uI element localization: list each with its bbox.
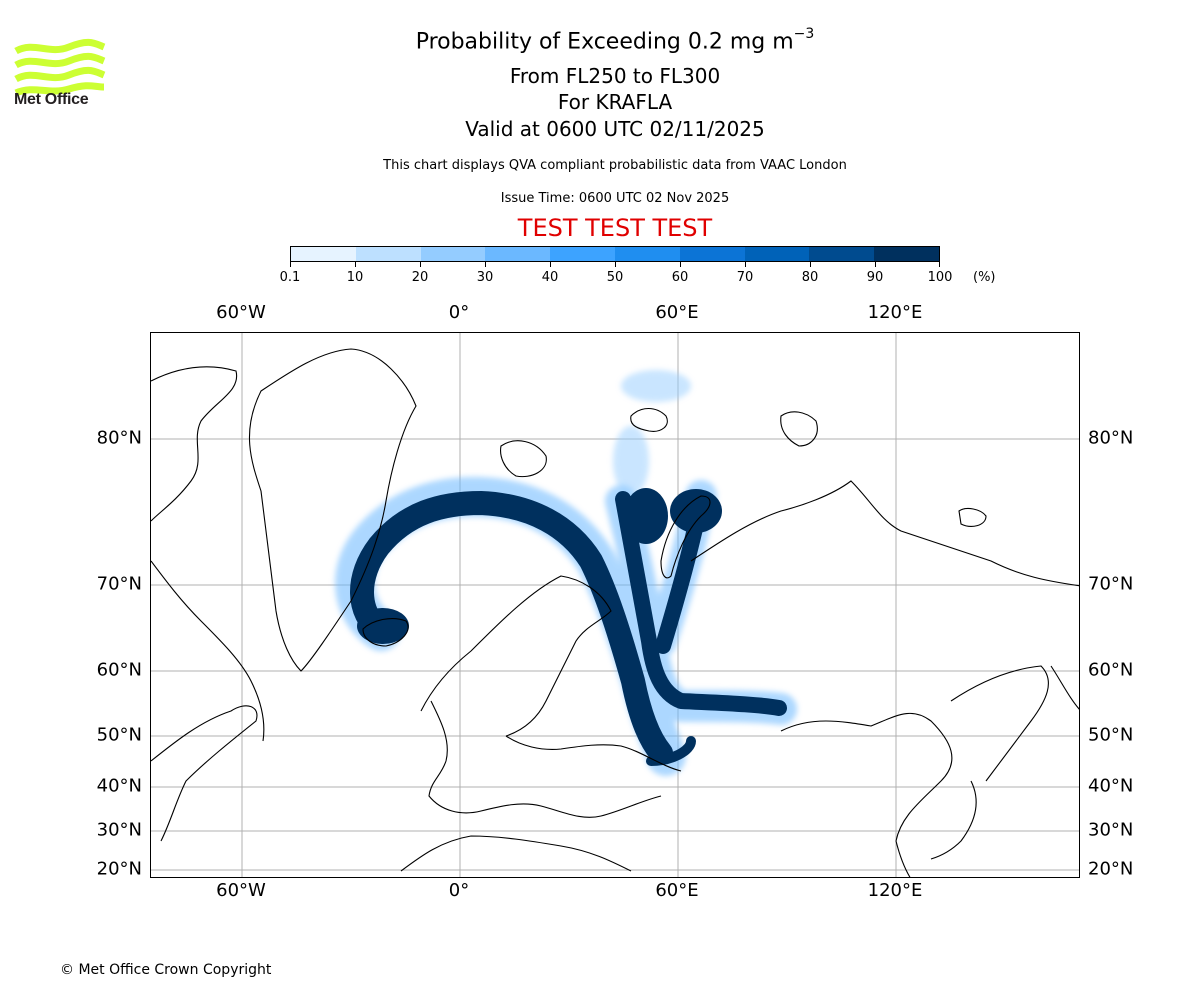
colorbar-tick-label: 70 bbox=[736, 270, 754, 285]
map-panel[interactable] bbox=[150, 332, 1080, 878]
colorbar-segment bbox=[291, 247, 356, 261]
colorbar-tick bbox=[810, 262, 811, 267]
latitude-label: 40°N bbox=[96, 775, 142, 797]
coastlines bbox=[151, 348, 1079, 877]
issue-time: Issue Time: 0600 UTC 02 Nov 2025 bbox=[500, 191, 730, 206]
latitude-label: 70°N bbox=[1088, 573, 1134, 595]
colorbar-tick bbox=[745, 262, 746, 267]
longitude-label: 60°W bbox=[216, 880, 266, 901]
colorbar-ticks bbox=[290, 262, 940, 268]
latitude-label: 60°N bbox=[1088, 659, 1134, 681]
colorbar-segment bbox=[550, 247, 615, 261]
logo-text: Met Office bbox=[14, 91, 89, 108]
latitude-label: 60°N bbox=[96, 659, 142, 681]
chart-description: This chart displays QVA compliant probab… bbox=[383, 158, 847, 173]
level-range: From FL250 to FL300 bbox=[509, 64, 721, 88]
colorbar-tick-label: 90 bbox=[866, 270, 884, 285]
colorbar-tick bbox=[420, 262, 421, 267]
latitude-label: 40°N bbox=[1088, 775, 1134, 797]
map-canvas bbox=[151, 333, 1079, 877]
longitude-label: 0° bbox=[448, 880, 470, 901]
colorbar-tick bbox=[485, 262, 486, 267]
colorbar-tick bbox=[550, 262, 551, 267]
copyright: © Met Office Crown Copyright bbox=[60, 962, 272, 978]
colorbar-tick-label: 40 bbox=[541, 270, 559, 285]
chart-title: Probability of Exceeding 0.2 mg m−3 bbox=[0, 26, 1200, 55]
colorbar-segment bbox=[485, 247, 551, 261]
latitude-label: 20°N bbox=[96, 858, 142, 880]
colorbar-tick bbox=[290, 262, 291, 267]
latitude-label: 30°N bbox=[96, 819, 142, 841]
colorbar-segment bbox=[420, 247, 486, 261]
longitude-label: 60°W bbox=[216, 302, 266, 323]
colorbar-tick-label: 20 bbox=[411, 270, 429, 285]
colorbar-tick bbox=[939, 262, 940, 267]
colorbar-tick-label: 0.1 bbox=[279, 270, 301, 285]
colorbar bbox=[290, 246, 940, 262]
colorbar-segment bbox=[355, 247, 421, 261]
colorbar-unit: (%) bbox=[973, 270, 996, 285]
colorbar-segment bbox=[679, 247, 745, 261]
colorbar-tick-label: 100 bbox=[927, 270, 953, 285]
latitude-label: 30°N bbox=[1088, 819, 1134, 841]
met-office-logo-icon bbox=[14, 38, 106, 97]
colorbar-tick bbox=[680, 262, 681, 267]
volcano-name: For KRAFLA bbox=[557, 90, 673, 114]
colorbar-segment bbox=[874, 247, 939, 261]
colorbar-segment bbox=[744, 247, 810, 261]
colorbar-tick-label: 50 bbox=[606, 270, 624, 285]
ash-plume bbox=[335, 370, 797, 776]
latitude-label: 80°N bbox=[96, 427, 142, 449]
colorbar-tick-label: 60 bbox=[671, 270, 689, 285]
longitude-label: 120°E bbox=[867, 880, 923, 901]
colorbar-tick bbox=[875, 262, 876, 267]
latitude-label: 50°N bbox=[96, 724, 142, 746]
colorbar-segment bbox=[614, 247, 680, 261]
latitude-label: 80°N bbox=[1088, 427, 1134, 449]
latitude-label: 20°N bbox=[1088, 858, 1134, 880]
title-superscript: −3 bbox=[793, 26, 815, 42]
title-text: Probability of Exceeding 0.2 mg m bbox=[415, 29, 794, 55]
colorbar-tick-label: 30 bbox=[476, 270, 494, 285]
colorbar-tick-label: 80 bbox=[801, 270, 819, 285]
valid-time: Valid at 0600 UTC 02/11/2025 bbox=[465, 117, 765, 141]
longitude-label: 120°E bbox=[867, 302, 923, 323]
colorbar-tick-label: 10 bbox=[346, 270, 364, 285]
colorbar-tick bbox=[615, 262, 616, 267]
colorbar-tick bbox=[355, 262, 356, 267]
longitude-label: 0° bbox=[448, 302, 470, 323]
latitude-label: 50°N bbox=[1088, 724, 1134, 746]
longitude-label: 60°E bbox=[655, 880, 699, 901]
latitude-label: 70°N bbox=[96, 573, 142, 595]
colorbar-segment bbox=[809, 247, 875, 261]
test-banner: TEST TEST TEST bbox=[517, 214, 713, 242]
longitude-label: 60°E bbox=[655, 302, 699, 323]
